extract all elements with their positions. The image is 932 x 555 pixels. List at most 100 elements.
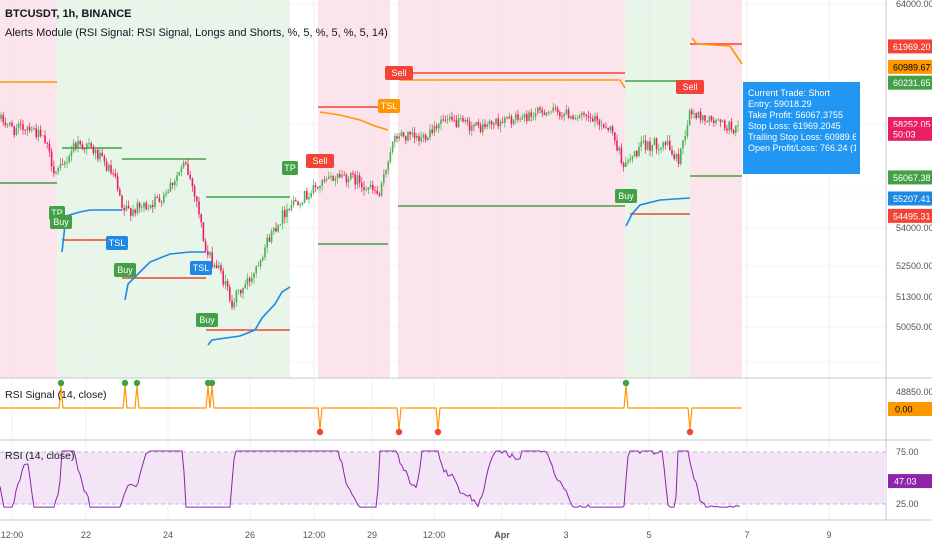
- candle-body: [383, 174, 385, 184]
- candle-body: [336, 173, 339, 179]
- candle-body: [154, 196, 156, 207]
- candle-body: [695, 113, 697, 119]
- candle-body: [649, 141, 651, 152]
- rsi-pane-title: RSI (14, close): [5, 450, 75, 462]
- trade-zone-short: [398, 0, 625, 378]
- candle-body: [451, 116, 453, 120]
- candle-body: [691, 110, 693, 115]
- candle-body: [90, 143, 92, 147]
- candle-body: [629, 159, 631, 161]
- candle-body: [561, 116, 563, 118]
- candle-body: [77, 141, 79, 148]
- candle-body: [493, 124, 495, 125]
- candle-body: [574, 117, 576, 120]
- trade-zone-long: [625, 0, 690, 378]
- candle-body: [138, 202, 141, 208]
- rsi-value-label: 47.03: [894, 477, 917, 487]
- candle-body: [422, 134, 425, 138]
- candle-body: [33, 128, 35, 130]
- candle-body: [2, 114, 4, 123]
- candle-body: [721, 120, 724, 123]
- candle-body: [488, 121, 491, 125]
- candle-body: [688, 110, 691, 126]
- candle-body: [486, 124, 488, 128]
- candle-body: [565, 109, 568, 115]
- time-axis-tick: 5: [646, 530, 651, 540]
- candle-body: [116, 176, 119, 190]
- candle-body: [48, 143, 51, 152]
- candle-body: [222, 271, 224, 285]
- candle-body: [710, 116, 713, 121]
- candle-body: [352, 173, 354, 175]
- candle-body: [438, 124, 440, 129]
- candle-body: [215, 264, 218, 268]
- candle-body: [706, 120, 708, 122]
- trade-line: Trailing Stop Loss: 60989.67: [748, 131, 856, 142]
- candle-body: [429, 129, 431, 138]
- candle-body: [427, 137, 429, 141]
- candle-body: [332, 176, 334, 181]
- trailing-stop-line: [400, 79, 626, 89]
- candle-body: [114, 173, 117, 177]
- candle-body: [26, 127, 29, 131]
- candle-body: [295, 200, 297, 202]
- candle-body: [20, 123, 22, 125]
- candle-body: [213, 264, 216, 268]
- candle-body: [484, 124, 486, 128]
- candle-body: [262, 257, 264, 260]
- time-axis-tick: 12:00: [423, 530, 446, 540]
- candle-body: [55, 171, 57, 174]
- candle-body: [273, 228, 275, 232]
- candle-body: [677, 154, 680, 165]
- candle-body: [537, 107, 539, 114]
- candle-body: [660, 147, 662, 150]
- candle-body: [165, 193, 167, 195]
- candle-body: [567, 109, 570, 119]
- signal-label: TSL: [193, 263, 210, 273]
- candle-body: [719, 119, 722, 123]
- rsi-signal-down-dot: [395, 428, 403, 436]
- candle-body: [301, 202, 304, 205]
- candle-body: [244, 284, 246, 288]
- candle-body: [237, 290, 240, 291]
- candle-body: [594, 115, 596, 122]
- candle-body: [207, 251, 209, 256]
- candle-body: [666, 141, 669, 145]
- candle-body: [466, 119, 469, 122]
- candle-body: [728, 121, 730, 131]
- price-axis-badge: [888, 59, 932, 74]
- candle-body: [638, 146, 640, 157]
- time-axis-tick: 22: [81, 530, 91, 540]
- candle-body: [501, 121, 504, 123]
- price-axis-badge: [888, 75, 932, 90]
- rsi-signal-up-dot: [133, 379, 141, 387]
- candle-body: [508, 116, 510, 119]
- rsi-signal-down-dot: [686, 428, 694, 436]
- candle-body: [22, 124, 24, 130]
- candle-body: [209, 252, 211, 256]
- candle-body: [510, 116, 513, 125]
- candle-body: [325, 178, 328, 181]
- candle-body: [310, 193, 312, 198]
- price-axis-badge-label: 60989.67: [893, 62, 931, 72]
- candle-body: [541, 109, 543, 113]
- candle-body: [240, 290, 242, 294]
- candle-body: [119, 189, 121, 196]
- time-axis-tick: 7: [744, 530, 749, 540]
- candle-body: [147, 208, 150, 210]
- candle-body: [141, 207, 143, 209]
- candle-body: [367, 187, 370, 190]
- candle-body: [220, 265, 222, 272]
- candle-body: [196, 196, 198, 202]
- candle-body: [39, 129, 42, 136]
- rsi-signal-up-dot: [622, 379, 630, 387]
- candle-body: [592, 118, 594, 122]
- price-axis-tick: 64000.00: [896, 0, 932, 9]
- candle-body: [453, 119, 455, 121]
- candle-body: [103, 156, 106, 162]
- signal-label-box: [50, 215, 72, 229]
- candle-body: [433, 126, 436, 133]
- candle-body: [618, 147, 620, 151]
- candle-body: [662, 142, 664, 148]
- candle-body: [435, 126, 438, 129]
